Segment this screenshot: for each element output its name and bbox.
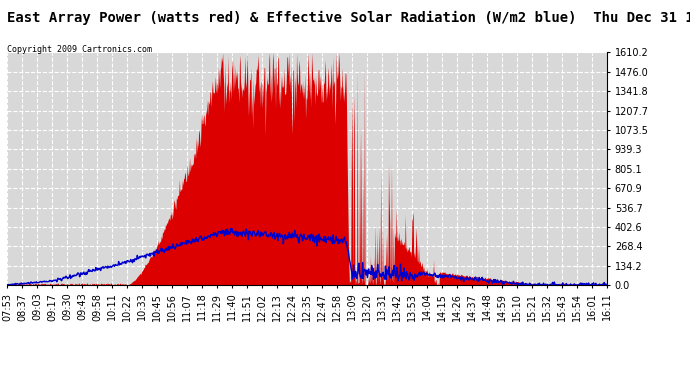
Text: Copyright 2009 Cartronics.com: Copyright 2009 Cartronics.com xyxy=(7,45,152,54)
Text: East Array Power (watts red) & Effective Solar Radiation (W/m2 blue)  Thu Dec 31: East Array Power (watts red) & Effective… xyxy=(7,11,690,26)
